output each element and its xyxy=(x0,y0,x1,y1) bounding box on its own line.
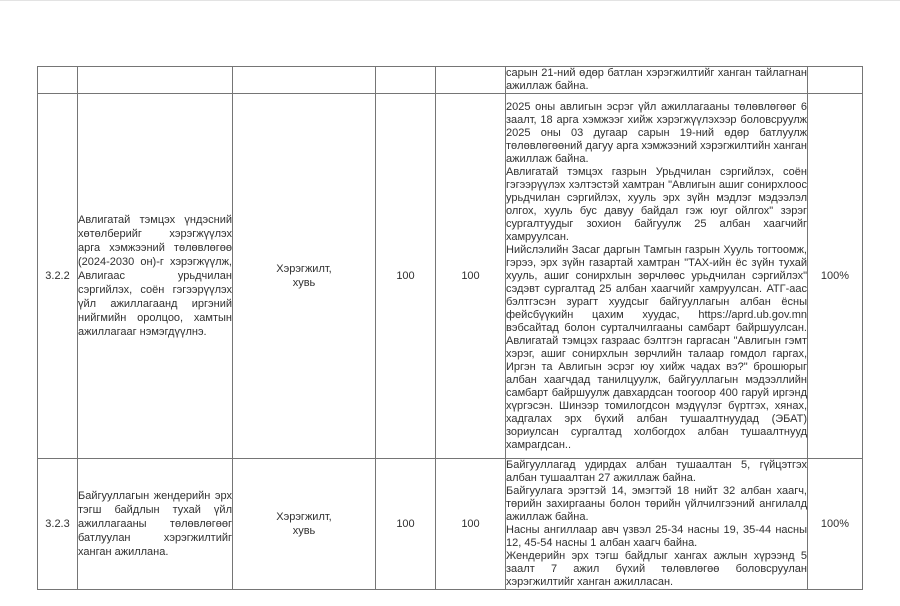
cell-measure: Авлигатай тэмцэх үндэсний хөтөлберийг хэ… xyxy=(77,93,233,459)
cell-actual: 100 xyxy=(435,93,506,459)
cell-result: Байгууллагад удирдах албан тушаалтан 5, … xyxy=(505,458,808,590)
cell-indicator xyxy=(232,66,376,94)
cell-result: 2025 оны авлигын эсрэг үйл ажиллагааны т… xyxy=(505,93,808,459)
cell-actual xyxy=(435,66,506,94)
cell-target: 100 xyxy=(375,458,436,590)
cell-number: 3.2.2 xyxy=(37,93,78,459)
cell-result: сарын 21-ний өдөр батлан хэрэгжилтийг ха… xyxy=(505,66,808,94)
cell-target: 100 xyxy=(375,93,436,459)
cell-target xyxy=(375,66,436,94)
table-row-continuation: сарын 21-ний өдөр батлан хэрэгжилтийг ха… xyxy=(37,66,863,94)
cell-percent: 100% xyxy=(807,93,863,459)
cell-number: 3.2.3 xyxy=(37,458,78,590)
cell-indicator: Хэрэгжилт, хувь xyxy=(232,93,376,459)
cell-actual: 100 xyxy=(435,458,506,590)
table-row-3-2-3: 3.2.3 Байгууллагын жендерийн эрх тэгш ба… xyxy=(37,458,863,590)
monitoring-report-table: сарын 21-ний өдөр батлан хэрэгжилтийг ха… xyxy=(37,66,863,590)
cell-measure: Байгууллагын жендерийн эрх тэгш байдлын … xyxy=(77,458,233,590)
table-row-3-2-2: 3.2.2 Авлигатай тэмцэх үндэсний хөтөлбер… xyxy=(37,93,863,459)
cell-indicator: Хэрэгжилт, хувь xyxy=(232,458,376,590)
cell-percent xyxy=(807,66,863,94)
scan-edge-artifact xyxy=(0,0,900,1)
cell-percent: 100% xyxy=(807,458,863,590)
cell-number xyxy=(37,66,78,94)
cell-measure xyxy=(77,66,233,94)
